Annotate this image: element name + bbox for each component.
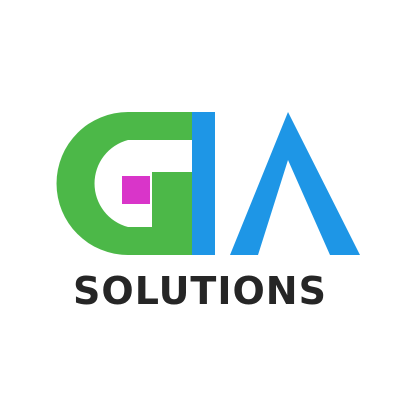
letter-a-shape — [230, 112, 360, 255]
magenta-square — [122, 176, 150, 204]
letter-g-stem — [152, 172, 192, 255]
letter-i-bar — [192, 112, 215, 255]
tagline-text: SOLUTIONS — [0, 266, 400, 316]
